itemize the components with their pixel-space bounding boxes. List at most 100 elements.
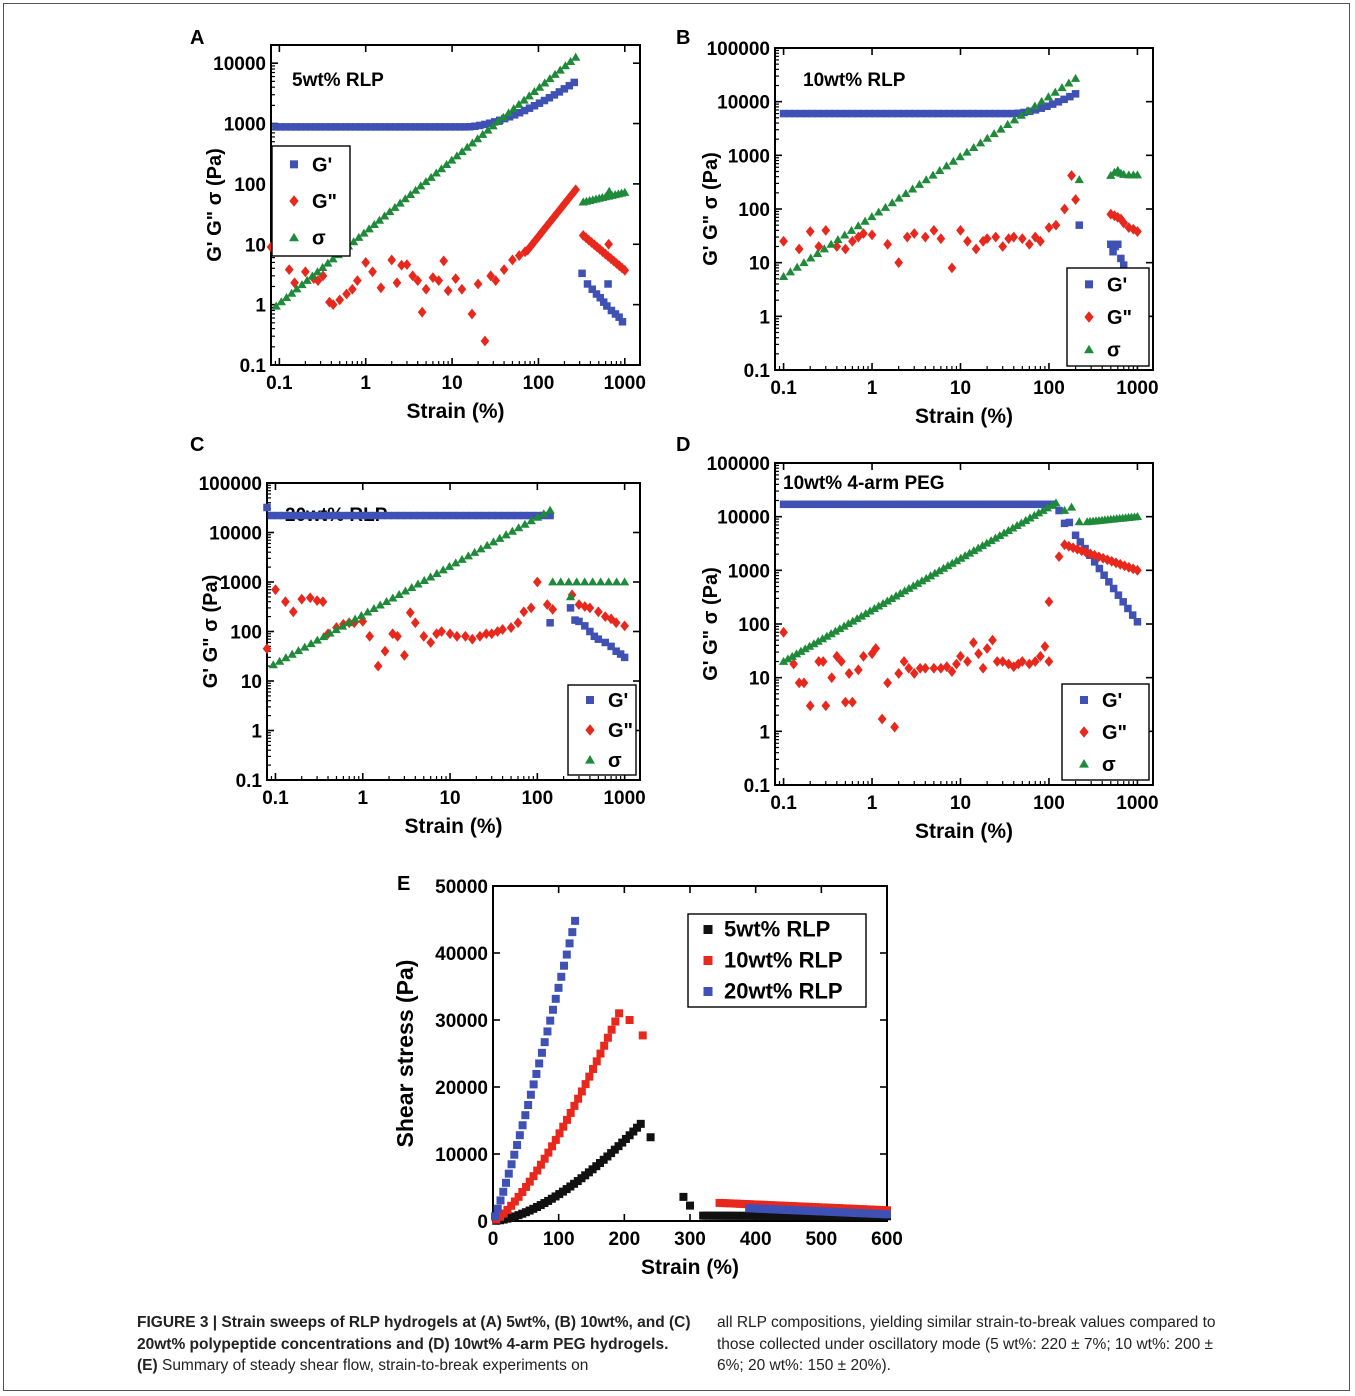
y-tick-label: 10 bbox=[749, 254, 770, 275]
x-tick-label: 0.1 bbox=[770, 378, 797, 399]
data-point bbox=[493, 117, 503, 126]
data-point bbox=[462, 142, 472, 151]
data-point bbox=[400, 586, 411, 595]
data-point bbox=[272, 123, 280, 131]
x-tick-label: 100 bbox=[523, 373, 555, 394]
data-point bbox=[1017, 233, 1027, 245]
legend-label: G" bbox=[312, 191, 337, 213]
data-point bbox=[524, 91, 534, 100]
data-point bbox=[604, 238, 613, 250]
data-point bbox=[540, 1038, 549, 1047]
data-point bbox=[894, 257, 904, 269]
data-point bbox=[585, 1072, 594, 1081]
data-point bbox=[567, 188, 577, 200]
data-point bbox=[271, 584, 280, 596]
series-g-b bbox=[779, 90, 1142, 286]
data-point bbox=[917, 576, 927, 585]
data-point bbox=[822, 500, 831, 509]
data-point bbox=[779, 109, 788, 118]
data-point bbox=[548, 577, 558, 586]
data-point bbox=[874, 601, 884, 610]
data-point bbox=[508, 254, 517, 266]
data-point bbox=[963, 109, 971, 118]
data-point bbox=[560, 961, 569, 970]
data-point bbox=[385, 207, 395, 216]
data-point bbox=[1003, 525, 1014, 535]
data-point bbox=[925, 500, 933, 509]
legend-box bbox=[271, 145, 351, 257]
x-tick-label: 100 bbox=[1033, 793, 1065, 814]
data-point bbox=[894, 193, 904, 202]
data-point bbox=[536, 1160, 545, 1169]
data-point bbox=[297, 593, 307, 605]
data-point bbox=[306, 639, 316, 648]
data-point bbox=[436, 164, 447, 173]
data-point bbox=[894, 668, 904, 679]
data-point bbox=[956, 224, 965, 236]
data-point bbox=[984, 500, 993, 509]
data-point bbox=[1074, 175, 1084, 184]
data-point bbox=[580, 577, 590, 586]
data-point bbox=[952, 658, 961, 670]
data-point bbox=[287, 649, 297, 658]
data-point bbox=[817, 634, 828, 643]
legend-label: G" bbox=[1107, 307, 1132, 329]
data-point bbox=[617, 262, 627, 274]
data-point bbox=[837, 109, 845, 118]
data-point bbox=[554, 983, 563, 992]
y-axis-label: G' G" σ (Pa) bbox=[200, 575, 222, 689]
data-point bbox=[498, 112, 509, 121]
data-point bbox=[611, 617, 621, 629]
data-point bbox=[788, 500, 796, 509]
data-point bbox=[1075, 221, 1084, 229]
data-point bbox=[967, 500, 976, 509]
data-point bbox=[530, 101, 539, 110]
data-point bbox=[537, 1048, 546, 1057]
data-point bbox=[369, 604, 379, 613]
data-point bbox=[556, 577, 566, 586]
y-tick-label: 30000 bbox=[435, 1011, 488, 1032]
y-axis-label: G' G" σ (Pa) bbox=[204, 148, 226, 262]
data-point bbox=[925, 571, 936, 580]
legend-marker bbox=[1079, 726, 1089, 738]
data-point bbox=[274, 656, 285, 665]
data-point bbox=[993, 500, 1001, 509]
data-point bbox=[1030, 101, 1040, 110]
data-point bbox=[550, 69, 560, 78]
data-point bbox=[578, 269, 586, 278]
data-point bbox=[1046, 500, 1057, 509]
data-point bbox=[947, 666, 957, 677]
data-point bbox=[904, 662, 914, 674]
legend-marker bbox=[1084, 344, 1094, 354]
panel-letter-c: C bbox=[190, 434, 205, 456]
data-point bbox=[1066, 502, 1077, 511]
data-point bbox=[563, 193, 573, 205]
data-point bbox=[839, 500, 848, 509]
data-point bbox=[344, 618, 354, 627]
data-point bbox=[853, 221, 863, 230]
data-point bbox=[899, 500, 907, 509]
data-point bbox=[488, 537, 499, 546]
x-tick-label: 1000 bbox=[1116, 378, 1158, 399]
data-point bbox=[274, 511, 282, 520]
data-point bbox=[607, 642, 615, 651]
panel-title: 5wt% RLP bbox=[292, 70, 384, 91]
data-point bbox=[397, 259, 406, 271]
data-point bbox=[560, 85, 569, 93]
data-point bbox=[957, 109, 965, 118]
series--c bbox=[268, 505, 630, 669]
data-point bbox=[519, 95, 529, 104]
data-point bbox=[393, 630, 402, 642]
data-point bbox=[526, 516, 536, 525]
data-point bbox=[1071, 90, 1080, 98]
data-point bbox=[277, 123, 285, 131]
data-point bbox=[337, 621, 348, 630]
data-point bbox=[869, 604, 880, 613]
data-point bbox=[778, 271, 789, 280]
data-point bbox=[1055, 506, 1063, 515]
data-point bbox=[973, 543, 983, 552]
data-point bbox=[1067, 170, 1076, 181]
data-point bbox=[603, 1033, 612, 1042]
data-point bbox=[438, 565, 448, 574]
